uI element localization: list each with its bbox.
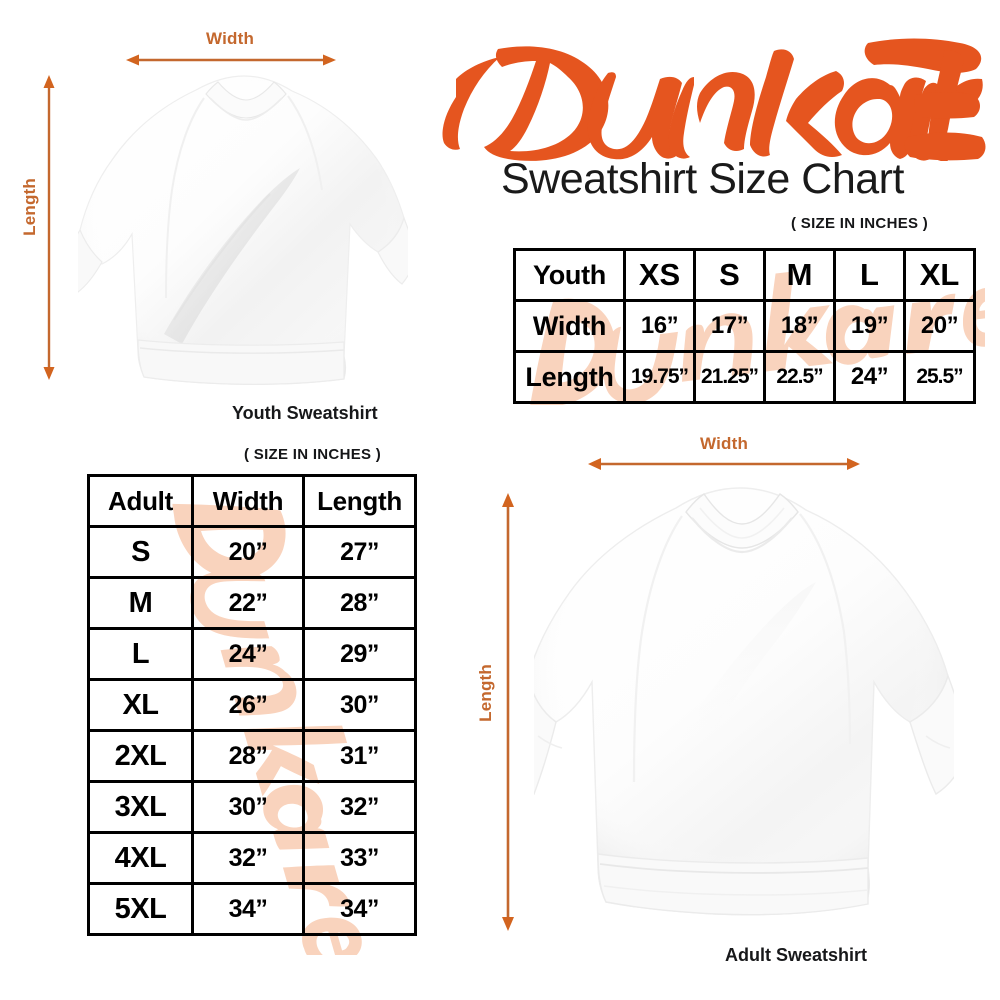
adult-width-s: 20” <box>191 525 305 579</box>
youth-width-xl: 20” <box>903 299 976 353</box>
adult-width-m: 22” <box>191 576 305 630</box>
adult-length-5xl: 34” <box>302 882 417 936</box>
youth-diagram-caption: Youth Sweatshirt <box>232 403 378 423</box>
youth-length-xl: 25.5” <box>903 350 976 404</box>
adult-size-3xl: 3XL <box>87 780 194 834</box>
youth-length-arrow <box>41 75 57 380</box>
youth-width-s: 17” <box>693 299 766 353</box>
youth-length-label: Length <box>20 178 39 236</box>
adult-size-l: L <box>87 627 194 681</box>
youth-units-note: ( SIZE IN INCHES ) <box>791 215 929 232</box>
youth-row-label-width: Width <box>513 299 626 353</box>
adult-size-2xl: 2XL <box>87 729 194 783</box>
adult-length-3xl: 32” <box>302 780 417 834</box>
adult-length-4xl: 33” <box>302 831 417 885</box>
youth-size-table: Youth XS S M L XL Width 16” 17” 18” 19” … <box>513 248 976 404</box>
youth-sweatshirt-icon <box>78 72 408 397</box>
adult-size-4xl: 4XL <box>87 831 194 885</box>
table-row: Youth XS S M L XL <box>513 248 976 302</box>
table-row: S 20” 27” <box>87 525 417 579</box>
youth-width-xs: 16” <box>623 299 696 353</box>
adult-width-arrow <box>588 456 860 472</box>
youth-size-xs: XS <box>623 248 696 302</box>
table-row: 2XL 28” 31” <box>87 729 417 783</box>
page-title: Sweatshirt Size Chart <box>501 155 904 203</box>
table-row: 3XL 30” 32” <box>87 780 417 834</box>
adult-size-table: Adult Width Length S 20” 27” M 22” 28” L… <box>87 474 417 936</box>
adult-sweatshirt-icon <box>534 486 954 928</box>
youth-length-s: 21.25” <box>693 350 766 404</box>
youth-width-label: Width <box>206 29 255 48</box>
adult-diagram-caption: Adult Sweatshirt <box>725 945 868 965</box>
adult-width-l: 24” <box>191 627 305 681</box>
table-row: 4XL 32” 33” <box>87 831 417 885</box>
youth-size-m: M <box>763 248 836 302</box>
adult-length-arrow <box>500 493 516 931</box>
adult-width-3xl: 30” <box>191 780 305 834</box>
adult-size-xl: XL <box>87 678 194 732</box>
table-row: XL 26” 30” <box>87 678 417 732</box>
adult-width-5xl: 34” <box>191 882 305 936</box>
adult-size-5xl: 5XL <box>87 882 194 936</box>
adult-size-m: M <box>87 576 194 630</box>
adult-length-l: 29” <box>302 627 417 681</box>
table-row: Adult Width Length <box>87 474 417 528</box>
youth-length-m: 22.5” <box>763 350 836 404</box>
youth-length-l: 24” <box>833 350 906 404</box>
adult-length-label: Length <box>476 664 495 722</box>
adult-length-2xl: 31” <box>302 729 417 783</box>
table-row: M 22” 28” <box>87 576 417 630</box>
adult-width-xl: 26” <box>191 678 305 732</box>
adult-col-adult: Adult <box>87 474 194 528</box>
adult-col-width: Width <box>191 474 305 528</box>
youth-width-l: 19” <box>833 299 906 353</box>
table-row: 5XL 34” 34” <box>87 882 417 936</box>
youth-size-l: L <box>833 248 906 302</box>
adult-size-s: S <box>87 525 194 579</box>
adult-width-4xl: 32” <box>191 831 305 885</box>
adult-width-2xl: 28” <box>191 729 305 783</box>
brand-logo <box>438 33 986 162</box>
table-row: L 24” 29” <box>87 627 417 681</box>
youth-width-m: 18” <box>763 299 836 353</box>
table-row: Length 19.75” 21.25” 22.5” 24” 25.5” <box>513 350 976 404</box>
youth-width-arrow <box>126 52 336 68</box>
youth-size-xl: XL <box>903 248 976 302</box>
table-row: Width 16” 17” 18” 19” 20” <box>513 299 976 353</box>
adult-col-length: Length <box>302 474 417 528</box>
adult-length-s: 27” <box>302 525 417 579</box>
youth-size-s: S <box>693 248 766 302</box>
adult-length-m: 28” <box>302 576 417 630</box>
adult-width-label: Width <box>700 434 749 453</box>
adult-length-xl: 30” <box>302 678 417 732</box>
youth-length-xs: 19.75” <box>623 350 696 404</box>
youth-row-label-youth: Youth <box>513 248 626 302</box>
adult-units-note: ( SIZE IN INCHES ) <box>244 446 382 463</box>
youth-row-label-length: Length <box>513 350 626 404</box>
